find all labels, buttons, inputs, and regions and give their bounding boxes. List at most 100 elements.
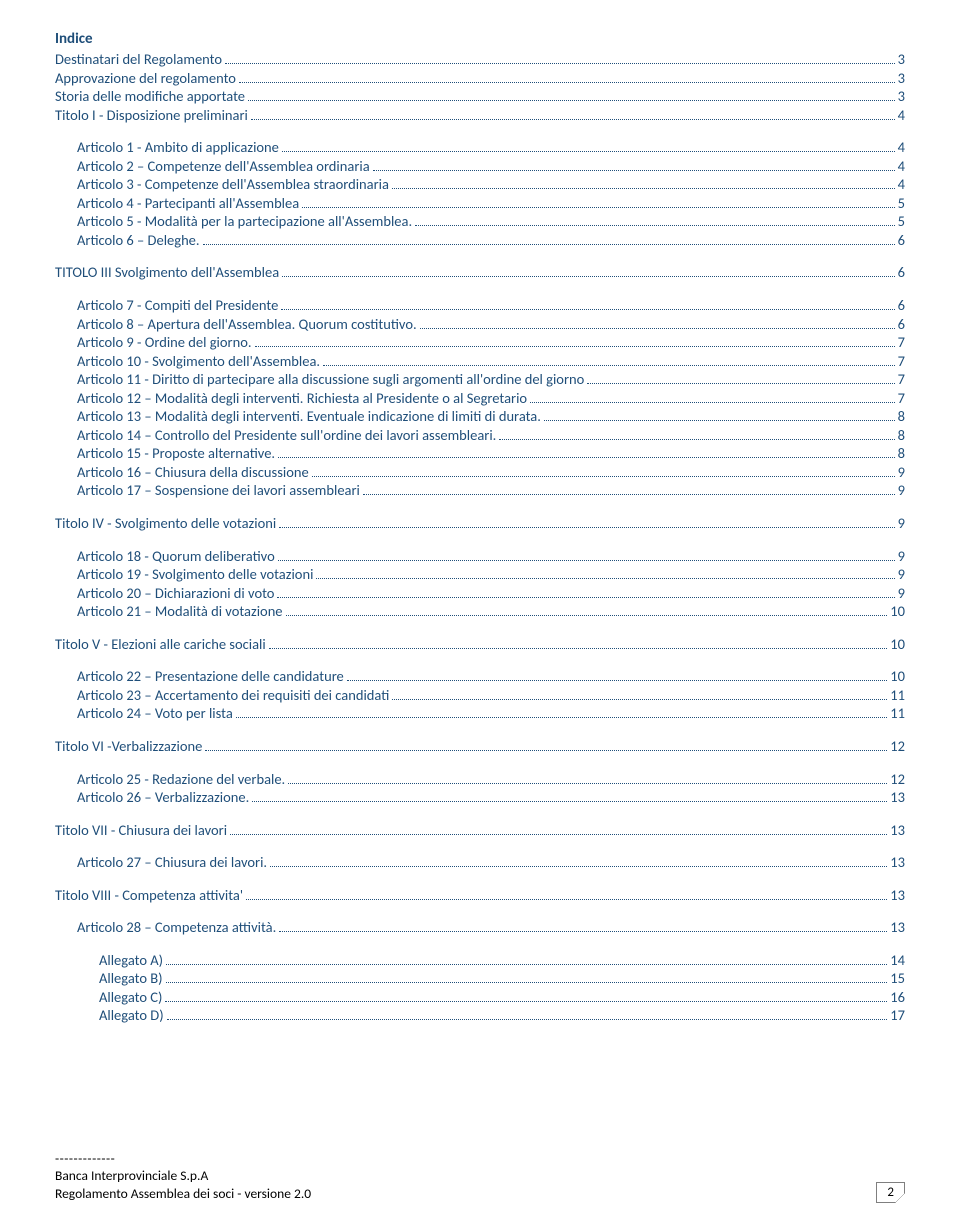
toc-entry-label: Articolo 3 - Competenze dell'Assemblea s… bbox=[77, 175, 389, 194]
toc-entry-label: Titolo VI -Verbalizzazione bbox=[55, 737, 202, 756]
toc-spacer bbox=[55, 723, 905, 737]
toc-entry[interactable]: Storia delle modifiche apportate 3 bbox=[55, 87, 905, 106]
toc-entry[interactable]: Articolo 11 - Diritto di partecipare all… bbox=[55, 370, 905, 389]
toc-entry[interactable]: Allegato D) 17 bbox=[55, 1006, 905, 1025]
toc-entry-label: Articolo 20 – Dichiarazioni di voto bbox=[77, 584, 274, 603]
toc-entry[interactable]: Allegato B) 15 bbox=[55, 969, 905, 988]
toc-entry-label: Titolo I - Disposizione preliminari bbox=[55, 106, 248, 125]
toc-entry[interactable]: Titolo VI -Verbalizzazione 12 bbox=[55, 737, 905, 756]
page-number-box: 2 bbox=[876, 1182, 905, 1203]
toc-leader-dots bbox=[252, 801, 887, 802]
toc-entry[interactable]: Articolo 9 - Ordine del giorno. 7 bbox=[55, 333, 905, 352]
toc-entry-label: Articolo 15 - Proposte alternative. bbox=[77, 444, 275, 463]
toc-spacer bbox=[55, 282, 905, 296]
toc-entry-page: 13 bbox=[890, 821, 905, 840]
toc-entry-label: Articolo 11 - Diritto di partecipare all… bbox=[77, 370, 584, 389]
toc-leader-dots bbox=[363, 494, 895, 495]
toc-entry[interactable]: Articolo 12 – Modalità degli interventi.… bbox=[55, 389, 905, 408]
toc-entry[interactable]: Articolo 17 – Sospensione dei lavori ass… bbox=[55, 481, 905, 500]
toc-spacer bbox=[55, 533, 905, 547]
toc-entry[interactable]: Articolo 20 – Dichiarazioni di voto 9 bbox=[55, 584, 905, 603]
toc-entry[interactable]: Articolo 1 - Ambito di applicazione 4 bbox=[55, 138, 905, 157]
toc-leader-dots bbox=[302, 207, 894, 208]
toc-entry-page: 4 bbox=[898, 175, 905, 194]
toc-leader-dots bbox=[347, 680, 888, 681]
toc-leader-dots bbox=[246, 899, 887, 900]
toc-entry[interactable]: Articolo 6 – Deleghe. 6 bbox=[55, 231, 905, 250]
toc-entry[interactable]: Articolo 26 – Verbalizzazione. 13 bbox=[55, 788, 905, 807]
toc-entry-label: Allegato A) bbox=[99, 951, 163, 970]
toc-entry[interactable]: Articolo 5 - Modalità per la partecipazi… bbox=[55, 212, 905, 231]
toc-entry[interactable]: Articolo 3 - Competenze dell'Assemblea s… bbox=[55, 175, 905, 194]
toc-entry-page: 3 bbox=[898, 50, 905, 69]
page-number: 2 bbox=[887, 1185, 894, 1200]
toc-entry-label: Articolo 22 – Presentazione delle candid… bbox=[77, 667, 344, 686]
toc-entry[interactable]: TITOLO III Svolgimento dell'Assemblea 6 bbox=[55, 263, 905, 282]
toc-entry[interactable]: Articolo 28 – Competenza attività. 13 bbox=[55, 918, 905, 937]
toc-entry[interactable]: Articolo 13 – Modalità degli interventi.… bbox=[55, 407, 905, 426]
toc-entry[interactable]: Titolo IV - Svolgimento delle votazioni … bbox=[55, 514, 905, 533]
toc-entry[interactable]: Articolo 2 – Competenze dell'Assemblea o… bbox=[55, 157, 905, 176]
toc-entry[interactable]: Articolo 25 - Redazione del verbale. 12 bbox=[55, 770, 905, 789]
toc-entry[interactable]: Articolo 8 – Apertura dell'Assemblea. Qu… bbox=[55, 315, 905, 334]
toc-leader-dots bbox=[373, 170, 895, 171]
toc-entry[interactable]: Articolo 22 – Presentazione delle candid… bbox=[55, 667, 905, 686]
toc-entry[interactable]: Articolo 27 – Chiusura dei lavori. 13 bbox=[55, 853, 905, 872]
toc-entry-page: 9 bbox=[898, 514, 905, 533]
toc-entry-label: Articolo 8 – Apertura dell'Assemblea. Qu… bbox=[77, 315, 417, 334]
toc-entry[interactable]: Destinatari del Regolamento 3 bbox=[55, 50, 905, 69]
toc-entry-label: Articolo 21 – Modalità di votazione bbox=[77, 602, 283, 621]
toc-entry-page: 13 bbox=[890, 886, 905, 905]
toc-leader-dots bbox=[392, 699, 887, 700]
toc-leader-dots bbox=[323, 365, 895, 366]
toc-spacer bbox=[55, 937, 905, 951]
toc-entry[interactable]: Titolo VIII - Competenza attivita' 13 bbox=[55, 886, 905, 905]
toc-entry[interactable]: Articolo 14 – Controllo del Presidente s… bbox=[55, 426, 905, 445]
toc-leader-dots bbox=[166, 964, 887, 965]
toc-entry-page: 5 bbox=[898, 194, 905, 213]
toc-entry[interactable]: Titolo VII - Chiusura dei lavori 13 bbox=[55, 821, 905, 840]
toc-entry-page: 3 bbox=[898, 69, 905, 88]
toc-entry[interactable]: Articolo 4 - Partecipanti all'Assemblea … bbox=[55, 194, 905, 213]
toc-entry-page: 9 bbox=[898, 565, 905, 584]
toc-entry[interactable]: Articolo 16 – Chiusura della discussione… bbox=[55, 463, 905, 482]
toc-entry-page: 13 bbox=[890, 853, 905, 872]
toc-entry-page: 6 bbox=[898, 231, 905, 250]
toc-entry[interactable]: Allegato A) 14 bbox=[55, 951, 905, 970]
toc-leader-dots bbox=[288, 783, 887, 784]
toc-entry[interactable]: Articolo 24 – Voto per lista 11 bbox=[55, 704, 905, 723]
toc-entry-label: Titolo VIII - Competenza attivita' bbox=[55, 886, 243, 905]
toc-entry[interactable]: Titolo V - Elezioni alle cariche sociali… bbox=[55, 635, 905, 654]
toc-leader-dots bbox=[165, 1001, 887, 1002]
toc-spacer bbox=[55, 756, 905, 770]
toc-leader-dots bbox=[251, 119, 895, 120]
toc-entry[interactable]: Articolo 7 - Compiti del Presidente 6 bbox=[55, 296, 905, 315]
toc-entry[interactable]: Articolo 21 – Modalità di votazione 10 bbox=[55, 602, 905, 621]
toc-leader-dots bbox=[392, 188, 895, 189]
toc-spacer bbox=[55, 807, 905, 821]
toc-entry-page: 14 bbox=[890, 951, 905, 970]
toc-entry-label: Articolo 7 - Compiti del Presidente bbox=[77, 296, 278, 315]
toc-entry[interactable]: Allegato C) 16 bbox=[55, 988, 905, 1007]
toc-leader-dots bbox=[499, 439, 894, 440]
toc-leader-dots bbox=[167, 1019, 888, 1020]
page-footer: ------------- Banca Interprovinciale S.p… bbox=[55, 1150, 905, 1203]
toc-leader-dots bbox=[225, 63, 895, 64]
toc-leader-dots bbox=[587, 383, 894, 384]
toc-entry-page: 12 bbox=[890, 737, 905, 756]
toc-entry[interactable]: Articolo 23 – Accertamento dei requisiti… bbox=[55, 686, 905, 705]
toc-entry[interactable]: Articolo 18 - Quorum deliberativo 9 bbox=[55, 547, 905, 566]
toc-entry[interactable]: Articolo 15 - Proposte alternative. 8 bbox=[55, 444, 905, 463]
toc-entry[interactable]: Approvazione del regolamento 3 bbox=[55, 69, 905, 88]
toc-leader-dots bbox=[316, 578, 894, 579]
toc-entry-label: Allegato B) bbox=[99, 969, 163, 988]
toc-entry-page: 5 bbox=[898, 212, 905, 231]
toc-entry-label: Titolo VII - Chiusura dei lavori bbox=[55, 821, 227, 840]
toc-entry-page: 17 bbox=[890, 1006, 905, 1025]
toc-leader-dots bbox=[282, 151, 895, 152]
toc-entry[interactable]: Articolo 10 - Svolgimento dell'Assemblea… bbox=[55, 352, 905, 371]
toc-entry[interactable]: Articolo 19 - Svolgimento delle votazion… bbox=[55, 565, 905, 584]
toc-entry-page: 10 bbox=[890, 602, 905, 621]
toc-entry[interactable]: Titolo I - Disposizione preliminari 4 bbox=[55, 106, 905, 125]
toc-entry-label: Allegato C) bbox=[99, 988, 162, 1007]
